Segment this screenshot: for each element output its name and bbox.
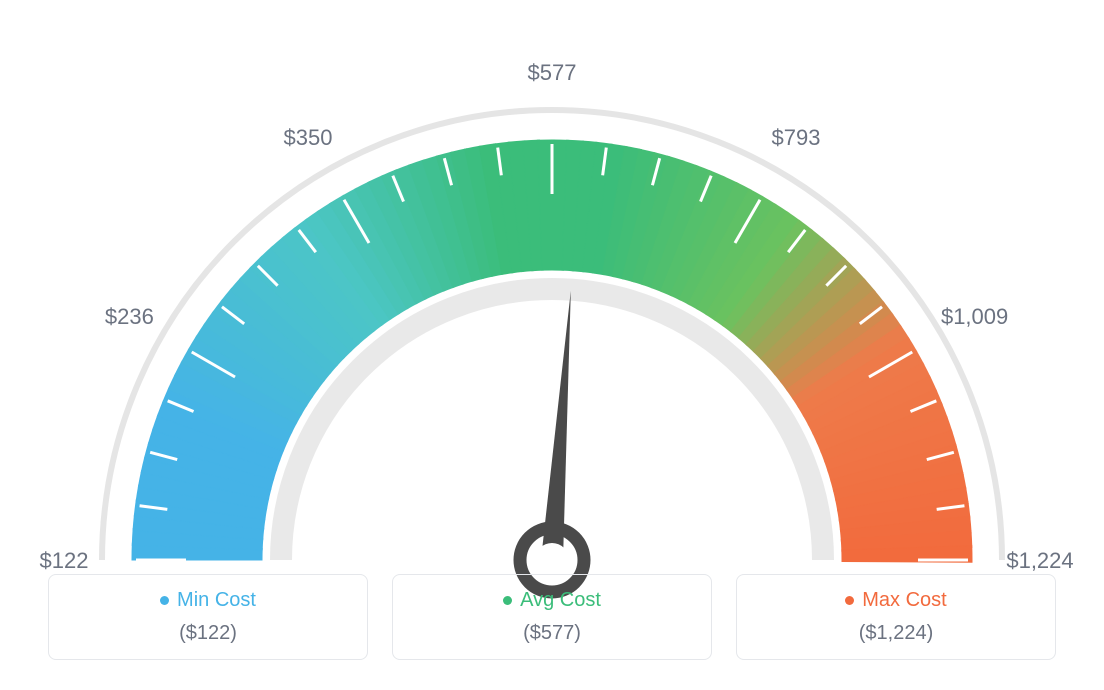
legend-title-max: Max Cost bbox=[845, 589, 946, 612]
legend-label-min: Min Cost bbox=[177, 589, 256, 612]
legend-dot-avg bbox=[503, 596, 512, 605]
legend-title-avg: Avg Cost bbox=[503, 589, 601, 612]
gauge-tick-label: $1,224 bbox=[1000, 548, 1080, 574]
legend-value-max: ($1,224) bbox=[755, 622, 1037, 645]
legend-label-max: Max Cost bbox=[862, 589, 946, 612]
legend-dot-min bbox=[160, 596, 169, 605]
legend-title-min: Min Cost bbox=[160, 589, 256, 612]
gauge-tick-label: $793 bbox=[756, 125, 836, 151]
legend-dot-max bbox=[845, 596, 854, 605]
gauge-tick-label: $577 bbox=[512, 60, 592, 86]
legend-value-avg: ($577) bbox=[411, 622, 693, 645]
gauge-tick-label: $350 bbox=[268, 125, 348, 151]
legend-row: Min Cost ($122) Avg Cost ($577) Max Cost… bbox=[40, 574, 1064, 660]
gauge-area: $122$236$350$577$793$1,009$1,224 bbox=[0, 0, 1104, 560]
legend-label-avg: Avg Cost bbox=[520, 589, 601, 612]
legend-card-avg: Avg Cost ($577) bbox=[392, 574, 712, 660]
gauge-tick-label: $1,009 bbox=[935, 304, 1015, 330]
gauge-tick-label: $236 bbox=[89, 304, 169, 330]
legend-value-min: ($122) bbox=[67, 622, 349, 645]
chart-container: $122 $236 $350 $577 $793 $1,009 $1,224 Min Cos… bbox=[0, 0, 1104, 690]
legend-card-min: Min Cost ($122) bbox=[48, 574, 368, 660]
gauge-tick-label: $122 bbox=[24, 548, 104, 574]
legend-card-max: Max Cost ($1,224) bbox=[736, 574, 1056, 660]
